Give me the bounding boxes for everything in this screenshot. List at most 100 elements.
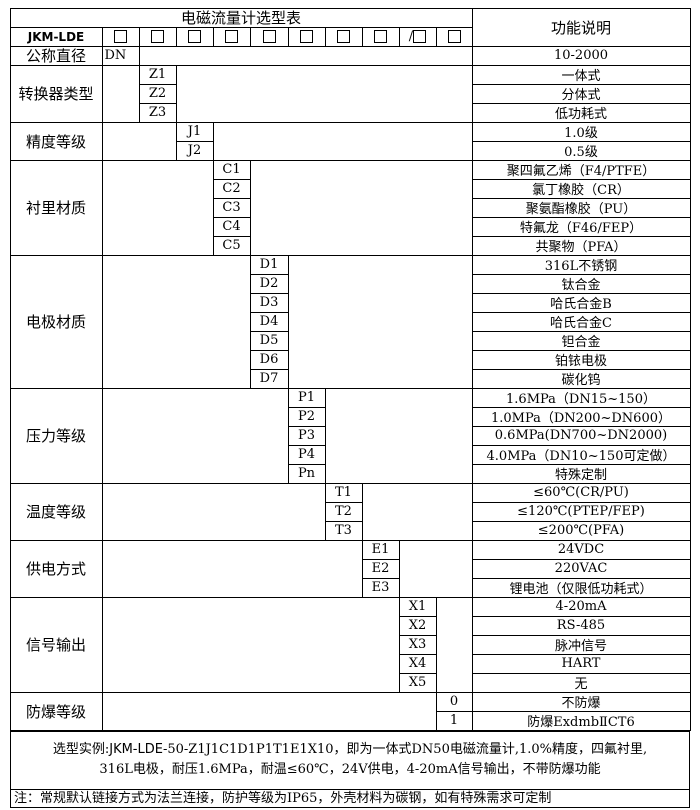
example-line1: -50-Z1J1C1D1P1T1E1X10，即为一体式DN50电磁流量计,1.0…: [162, 742, 648, 757]
empty-box-icon: [413, 30, 427, 43]
option-description: 氯丁橡胶（CR）: [471, 178, 691, 199]
example-line2: 316L电极，耐压1.6MPa，耐温≤60℃，24V供电，4-20mA信号输出，…: [99, 762, 601, 777]
empty-box-icon: [262, 30, 276, 43]
option-code: T1: [324, 482, 363, 503]
blank-cell: [249, 159, 473, 256]
blank-cell: [101, 64, 140, 123]
slash: /: [408, 29, 414, 44]
option-code: E1: [361, 539, 400, 560]
blank-cell: [101, 596, 400, 693]
table-title: 电磁流量计选型表: [9, 7, 473, 28]
option-code: C1: [212, 159, 251, 180]
code-slot: [138, 26, 177, 47]
table-footer: 选型实例:JKM-LDE-50-Z1J1C1D1P1T1E1X10，即为一体式D…: [10, 731, 690, 808]
code-slot: /: [398, 26, 437, 47]
option-description: 特殊定制: [471, 463, 691, 484]
empty-box-icon: [225, 30, 238, 43]
group-label: 衬里材质: [9, 159, 103, 256]
option-description: 4-20mA: [471, 596, 691, 617]
blank-cell: [324, 387, 473, 484]
option-code: Z3: [138, 102, 177, 123]
example-prefix: 选型实例:: [52, 742, 110, 757]
option-description: 220VAC: [471, 558, 691, 579]
group-label: 公称直径: [9, 45, 103, 66]
blank-cell: [101, 691, 437, 731]
option-code: Pn: [287, 463, 326, 484]
option-description: 铂铱电极: [471, 349, 691, 370]
option-description: 碳化钨: [471, 368, 691, 389]
model-prefix: JKM-LDE: [9, 26, 103, 47]
option-code: 1: [435, 710, 473, 731]
option-description: 1.6MPa（DN15~150）: [471, 387, 691, 408]
empty-box-icon: [300, 30, 313, 43]
blank-cell: [101, 539, 363, 598]
option-description: 316L不锈钢: [471, 254, 691, 275]
blank-cell: [101, 387, 289, 484]
option-code: X5: [398, 672, 437, 693]
option-description: 特氟龙（F46/FEP）: [471, 216, 691, 237]
example-model: JKM-LDE: [109, 742, 163, 757]
option-description: 10-2000: [471, 45, 691, 66]
option-code: C5: [212, 235, 251, 256]
option-code: D1: [249, 254, 289, 275]
option-description: 无: [471, 672, 691, 693]
option-description: 钽合金: [471, 330, 691, 351]
option-code: P2: [287, 406, 326, 427]
blank-cell: [435, 596, 473, 693]
option-description: 防爆ExdmbⅡCT6: [471, 710, 691, 731]
option-code: D6: [249, 349, 289, 370]
option-code: DN: [101, 45, 140, 66]
code-slot: [435, 26, 473, 47]
blank-cell: [287, 254, 473, 389]
option-description: 脉冲信号: [471, 634, 691, 655]
blank-cell: [212, 121, 473, 161]
blank-cell: [398, 539, 473, 598]
code-slot: [287, 26, 326, 47]
option-description: ≤60℃(CR/PU): [471, 482, 691, 503]
option-code: P1: [287, 387, 326, 408]
option-description: 共聚物（PFA）: [471, 235, 691, 256]
option-description: 分体式: [471, 83, 691, 104]
option-code: D5: [249, 330, 289, 351]
option-description: 钛合金: [471, 273, 691, 294]
option-description: 1.0MPa（DN200~DN600）: [471, 406, 691, 427]
option-description: 0.5级: [471, 140, 691, 161]
group-label: 电极材质: [9, 254, 103, 389]
blank-cell: [101, 121, 177, 161]
option-description: 低功耗式: [471, 102, 691, 123]
option-code: X2: [398, 615, 437, 636]
empty-box-icon: [337, 30, 350, 43]
option-code: C4: [212, 216, 251, 237]
option-code: D3: [249, 292, 289, 313]
option-description: 哈氏合金B: [471, 292, 691, 313]
option-code: Z1: [138, 64, 177, 85]
option-description: ≤200℃(PFA): [471, 520, 691, 541]
option-description: 24VDC: [471, 539, 691, 560]
blank-cell: [138, 45, 473, 66]
option-description: 聚四氟乙烯（F4/PTFE）: [471, 159, 691, 180]
blank-cell: [101, 482, 326, 541]
group-label: 防爆等级: [9, 691, 103, 731]
option-code: Z2: [138, 83, 177, 104]
option-description: 1.0级: [471, 121, 691, 142]
group-label: 温度等级: [9, 482, 103, 541]
option-code: X1: [398, 596, 437, 617]
option-description: RS-485: [471, 615, 691, 636]
option-code: D4: [249, 311, 289, 332]
option-description: ≤120℃(PTEP/FEP): [471, 501, 691, 522]
group-label: 转换器类型: [9, 64, 103, 123]
empty-box-icon: [188, 30, 201, 43]
code-slot: [324, 26, 363, 47]
option-code: D7: [249, 368, 289, 389]
note: 注：常规默认链接方式为法兰连接，防护等级为IP65，外壳材料为碳钢，如有特殊需求…: [14, 791, 552, 806]
code-slot: [101, 26, 140, 47]
function-header: 功能说明: [471, 7, 691, 47]
empty-box-icon: [151, 30, 164, 43]
option-code: P4: [287, 444, 326, 465]
blank-cell: [101, 159, 214, 256]
option-code: E3: [361, 577, 400, 598]
option-description: 一体式: [471, 64, 691, 85]
option-code: J2: [175, 140, 214, 161]
option-code: T2: [324, 501, 363, 522]
empty-box-icon: [374, 30, 387, 43]
